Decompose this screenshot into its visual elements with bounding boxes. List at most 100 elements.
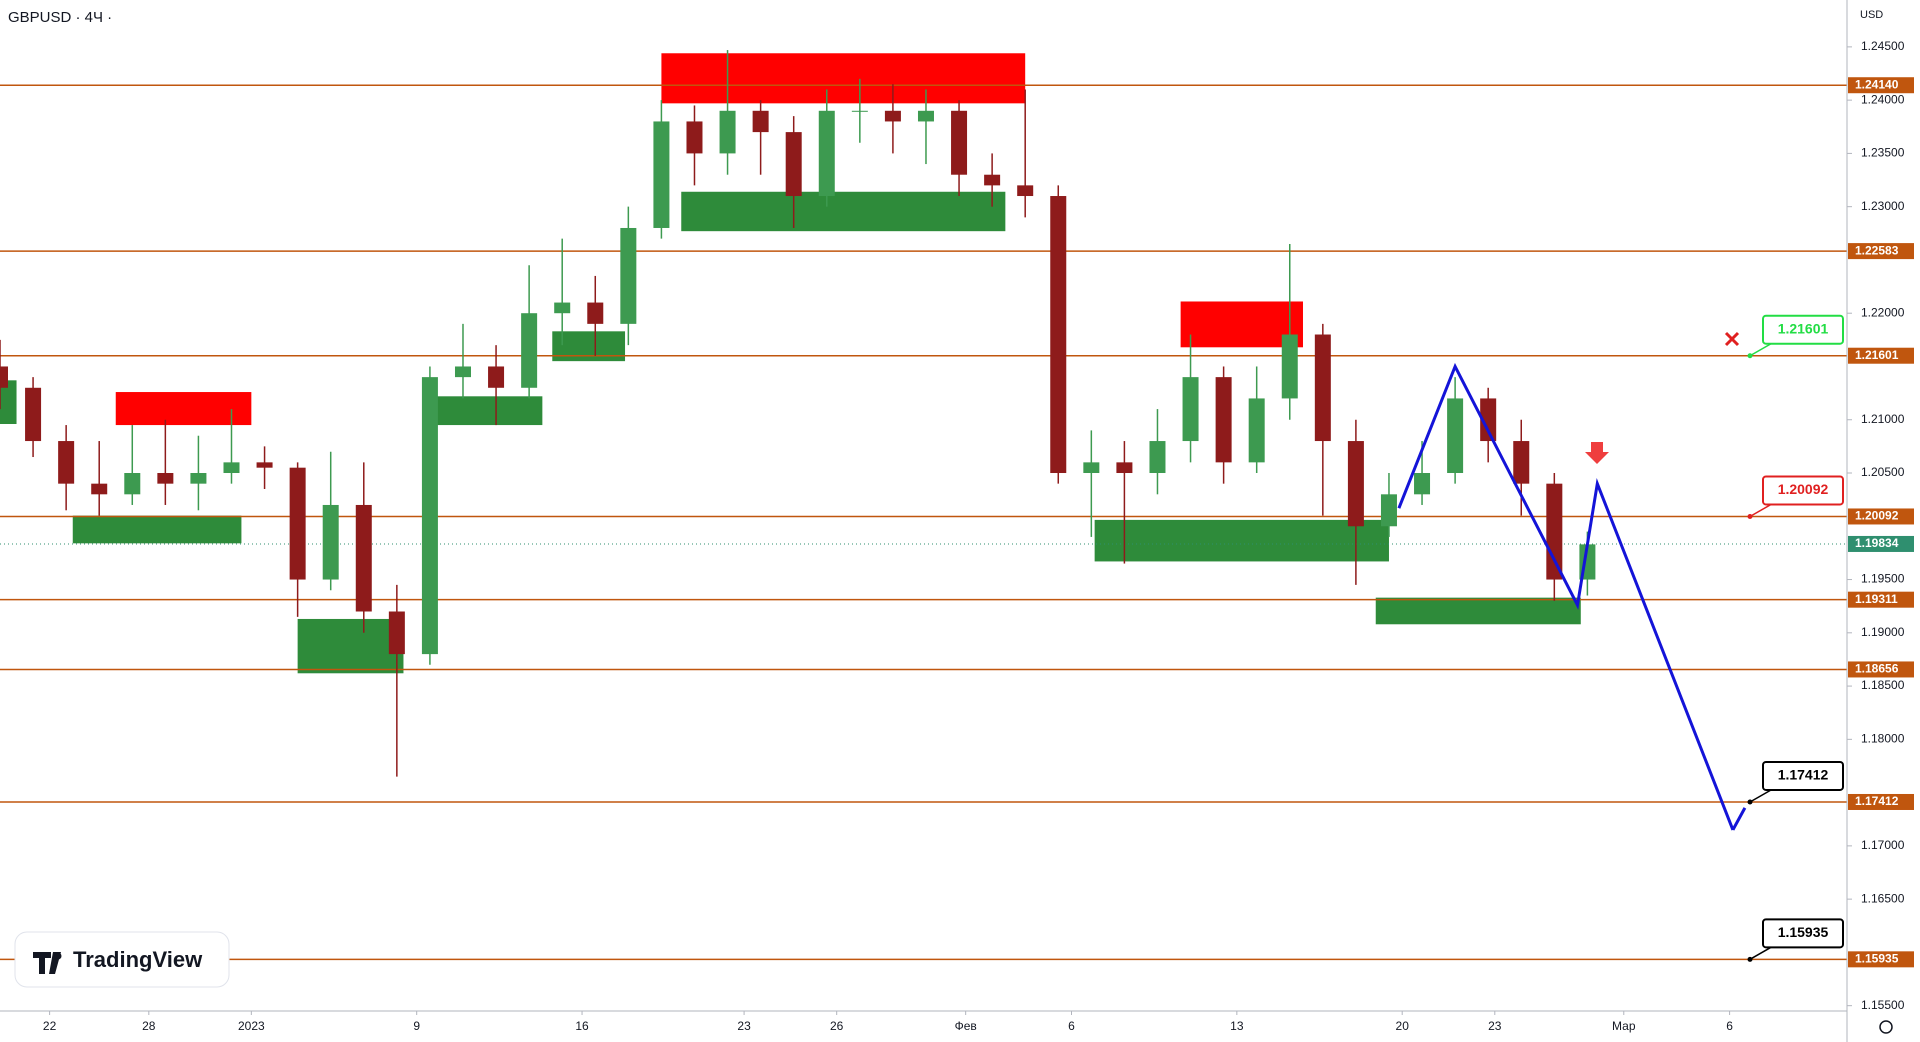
y-tick-label: 1.19000	[1861, 625, 1905, 639]
x-tick-label: 2023	[238, 1019, 265, 1033]
callout-anchor	[1747, 353, 1753, 359]
candle-body	[851, 110, 868, 112]
current-price-label: 1.19834	[1855, 536, 1899, 550]
y-tick-label: 1.19500	[1861, 572, 1905, 586]
candle-body	[984, 174, 1001, 186]
zone	[115, 392, 252, 426]
candle-body	[686, 121, 703, 154]
candle-body	[719, 110, 736, 154]
level-label-box	[1848, 347, 1914, 364]
candle-body	[0, 366, 8, 388]
candle-body	[1050, 196, 1067, 474]
y-tick-label: 1.17000	[1861, 838, 1905, 852]
level-label: 1.19311	[1855, 592, 1898, 606]
y-tick-label: 1.23500	[1861, 146, 1905, 160]
candle-body	[587, 302, 604, 324]
callout-box	[1762, 314, 1844, 345]
y-tick-label: 1.22000	[1861, 305, 1905, 319]
candle-body	[1182, 377, 1199, 442]
down-arrow-marker	[1585, 442, 1609, 464]
candle-body	[818, 110, 835, 197]
currency[interactable]: USD	[1860, 9, 1883, 21]
logo-badge[interactable]: TradingView	[14, 931, 230, 988]
x-tick-label: 23	[737, 1019, 751, 1033]
level-label: 1.24140	[1855, 77, 1899, 91]
candle-body	[421, 377, 438, 655]
logo-text: TradingView	[73, 947, 203, 972]
candle-body	[1480, 398, 1497, 442]
candle-body	[1314, 334, 1331, 442]
candle-body	[289, 467, 306, 580]
level-label-box	[1848, 243, 1914, 260]
zone	[661, 53, 1026, 104]
zone	[433, 396, 543, 426]
level-label-box	[1848, 951, 1914, 968]
candle-body	[1347, 441, 1364, 527]
settings-icon[interactable]	[1879, 1020, 1893, 1034]
candle-body	[1513, 441, 1530, 484]
callout-label: 1.15935	[1778, 924, 1829, 940]
x-tick-label: 22	[43, 1019, 57, 1033]
zone	[1094, 519, 1389, 562]
x-tick-label: 26	[830, 1019, 844, 1033]
level-label-box	[1848, 793, 1914, 810]
x-tick-label: 23	[1488, 1019, 1502, 1033]
callout-label: 1.17412	[1778, 767, 1829, 783]
current-price-box	[1848, 535, 1914, 552]
candle-body	[620, 227, 637, 324]
y-tick-label: 1.16500	[1861, 891, 1905, 905]
y-tick-label: 1.21000	[1861, 412, 1905, 426]
callout-label: 1.20092	[1778, 481, 1829, 497]
y-tick-label: 1.18500	[1861, 678, 1905, 692]
callout-pointer	[1749, 343, 1772, 357]
candle-body	[785, 132, 802, 197]
level-label: 1.17412	[1855, 794, 1899, 808]
candle-body	[752, 110, 769, 133]
level-label: 1.18656	[1855, 662, 1899, 676]
y-tick-label: 1.15500	[1861, 998, 1905, 1012]
y-tick-label: 1.24000	[1861, 92, 1905, 106]
level-label-box	[1848, 661, 1914, 678]
x-tick-label: 16	[575, 1019, 589, 1033]
level-label-box	[1848, 591, 1914, 608]
candle-body	[1116, 462, 1133, 474]
candle-body	[1414, 473, 1431, 495]
x-tick-label: 9	[413, 1019, 420, 1033]
candle-body	[521, 313, 538, 388]
candle-body	[124, 473, 141, 495]
y-tick-label: 1.20500	[1861, 465, 1905, 479]
callout-label: 1.21601	[1778, 320, 1829, 336]
symbol-title: GBPUSD · 4Ч ·	[8, 9, 112, 26]
cross-marker	[1724, 331, 1740, 347]
candle-body	[454, 366, 471, 378]
candle-body	[157, 473, 174, 484]
callout-pointer	[1749, 946, 1772, 960]
candle-body	[190, 473, 207, 484]
candle-body	[91, 483, 108, 495]
candle-body	[1149, 441, 1166, 474]
forecast-arrow	[1731, 807, 1747, 831]
candle-body	[1447, 398, 1464, 474]
level-label-box	[1848, 77, 1914, 94]
candle-body	[58, 441, 75, 484]
x-tick-label: 6	[1726, 1019, 1733, 1033]
candle-body	[951, 110, 968, 175]
candle-body	[1017, 185, 1034, 197]
plot-area	[0, 50, 1847, 961]
callout-anchor	[1747, 513, 1753, 519]
candle-body	[223, 462, 240, 474]
y-tick-label: 1.18000	[1861, 732, 1905, 746]
zone	[72, 515, 242, 544]
callout-anchor	[1747, 956, 1753, 962]
logo-icon	[33, 952, 61, 974]
zone	[297, 618, 404, 674]
candle-body	[1281, 334, 1298, 399]
level-label: 1.21601	[1855, 348, 1899, 362]
candle-body	[653, 121, 670, 228]
callout-pointer	[1749, 503, 1772, 518]
x-tick-label: Мар	[1612, 1019, 1636, 1033]
candle-body	[917, 110, 934, 122]
zone	[0, 380, 17, 425]
level-label: 1.20092	[1855, 509, 1899, 523]
